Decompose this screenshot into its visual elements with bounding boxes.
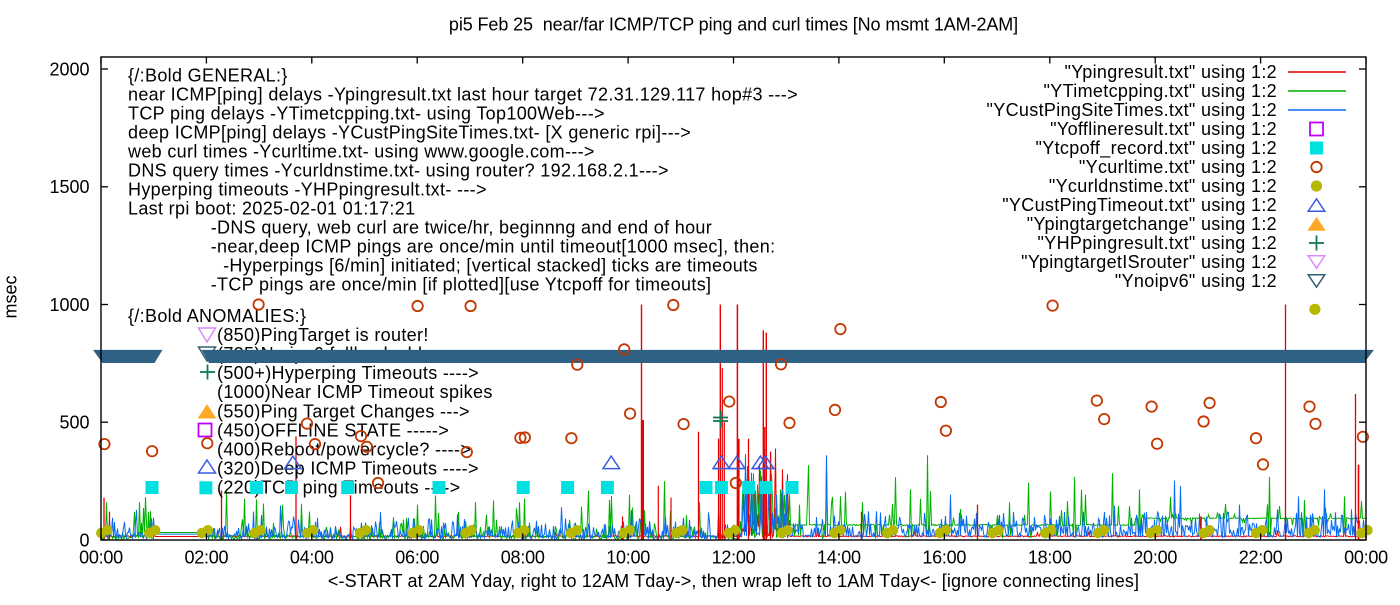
svg-text:00:00: 00:00 [1344,548,1388,568]
svg-text:"Ytcpoff_record.txt" using 1:2: "Ytcpoff_record.txt" using 1:2 [1036,138,1277,159]
svg-text:"YpingtargetISrouter" using 1:: "YpingtargetISrouter" using 1:2 [1021,252,1277,272]
svg-text:-TCP pings are once/min [if pl: -TCP pings are once/min [if plotted][use… [211,275,712,295]
svg-text:00:00: 00:00 [79,548,123,568]
svg-text:06:00: 06:00 [395,548,439,568]
svg-text:-Hyperpings [6/min] initiated;: -Hyperpings [6/min] initiated; [vertical… [223,256,758,276]
svg-text:(550)Ping Target Changes --->: (550)Ping Target Changes ---> [217,401,470,421]
svg-text:2000: 2000 [49,59,89,79]
svg-text:(220)TCP ping Timeouts ---->: (220)TCP ping Timeouts ----> [217,478,461,498]
svg-text:near ICMP[ping] delays -Ypingr: near ICMP[ping] delays -Ypingresult.txt … [128,85,798,105]
svg-text:(320)Deep ICMP Timeouts ---->: (320)Deep ICMP Timeouts ----> [217,459,479,479]
svg-text:-DNS query, web curl are twice: -DNS query, web curl are twice/hr, begin… [211,218,712,238]
svg-text:04:00: 04:00 [290,548,334,568]
svg-text:22:00: 22:00 [1239,548,1283,568]
svg-text:20:00: 20:00 [1133,548,1177,568]
svg-text:"Ycurldnstime.txt" using 1:2: "Ycurldnstime.txt" using 1:2 [1049,176,1277,196]
svg-text:pi5 Feb 25 near/far ICMP/TCP: pi5 Feb 25 near/far ICMP/TCP ping and cu… [449,15,1018,35]
svg-text:DNS query times -Ycurldnstime.: DNS query times -Ycurldnstime.txt- using… [128,161,669,181]
svg-text:"Ycurltime.txt" using 1:2: "Ycurltime.txt" using 1:2 [1079,157,1277,177]
svg-text:02:00: 02:00 [185,548,229,568]
svg-text:(1000)Near ICMP Timeout spikes: (1000)Near ICMP Timeout spikes [217,382,493,402]
svg-text:web curl times -Ycurltime.txt-: web curl times -Ycurltime.txt- using www… [127,142,595,162]
svg-text:(500+)Hyperping Timeouts ---->: (500+)Hyperping Timeouts ----> [217,363,479,383]
svg-text:"YHPpingresult.txt" using 1:2: "YHPpingresult.txt" using 1:2 [1038,233,1277,253]
svg-text:14:00: 14:00 [817,548,861,568]
svg-text:"YCustPingTimeout.txt" using 1: "YCustPingTimeout.txt" using 1:2 [1002,195,1277,215]
svg-text:{/:Bold ANOMALIES:}: {/:Bold ANOMALIES:} [128,306,306,326]
svg-text:"Ypingresult.txt" using 1:2: "Ypingresult.txt" using 1:2 [1065,62,1277,82]
svg-text:08:00: 08:00 [501,548,545,568]
svg-text:(450)OFFLINE STATE ----->: (450)OFFLINE STATE -----> [217,420,449,440]
svg-text:10:00: 10:00 [606,548,650,568]
svg-text:0: 0 [79,530,89,550]
svg-text:1500: 1500 [49,177,89,197]
svg-text:"YCustPingSiteTimes.txt" using: "YCustPingSiteTimes.txt" using 1:2 [987,100,1277,120]
svg-text:"Ynoipv6" using 1:2: "Ynoipv6" using 1:2 [1115,271,1277,291]
svg-text:{/:Bold GENERAL:}: {/:Bold GENERAL:} [128,66,288,86]
svg-text:12:00: 12:00 [712,548,756,568]
svg-text:1000: 1000 [49,295,89,315]
svg-text:-near,deep ICMP pings are once: -near,deep ICMP pings are once/min until… [211,237,776,257]
svg-text:"Yofflineresult.txt" using 1:2: "Yofflineresult.txt" using 1:2 [1050,119,1277,139]
svg-text:18:00: 18:00 [1028,548,1072,568]
svg-text:500: 500 [59,413,89,433]
svg-text:"Ypingtargetchange" using 1:2: "Ypingtargetchange" using 1:2 [1027,214,1277,234]
svg-text:TCP ping delays -YTimetcpping.: TCP ping delays -YTimetcpping.txt- using… [128,104,605,124]
svg-text:(400)Reboot/powercycle? ---->: (400)Reboot/powercycle? ----> [217,439,471,459]
svg-text:msec: msec [1,275,21,318]
svg-text:Hyperping timeouts -YHPpingres: Hyperping timeouts -YHPpingresult.txt- -… [128,180,487,200]
svg-text:deep ICMP[ping] delays -YCustP: deep ICMP[ping] delays -YCustPingSiteTim… [128,123,691,143]
svg-text:<-START at 2AM Yday, right to: <-START at 2AM Yday, right to 12AM Tday-… [328,571,1139,591]
svg-text:Last rpi boot: 2025-02-01 01:1: Last rpi boot: 2025-02-01 01:17:21 [128,199,415,219]
svg-text:(850)PingTarget is router!: (850)PingTarget is router! [217,325,429,345]
svg-text:"YTimetcpping.txt" using 1:2: "YTimetcpping.txt" using 1:2 [1044,81,1277,101]
svg-text:16:00: 16:00 [922,548,966,568]
